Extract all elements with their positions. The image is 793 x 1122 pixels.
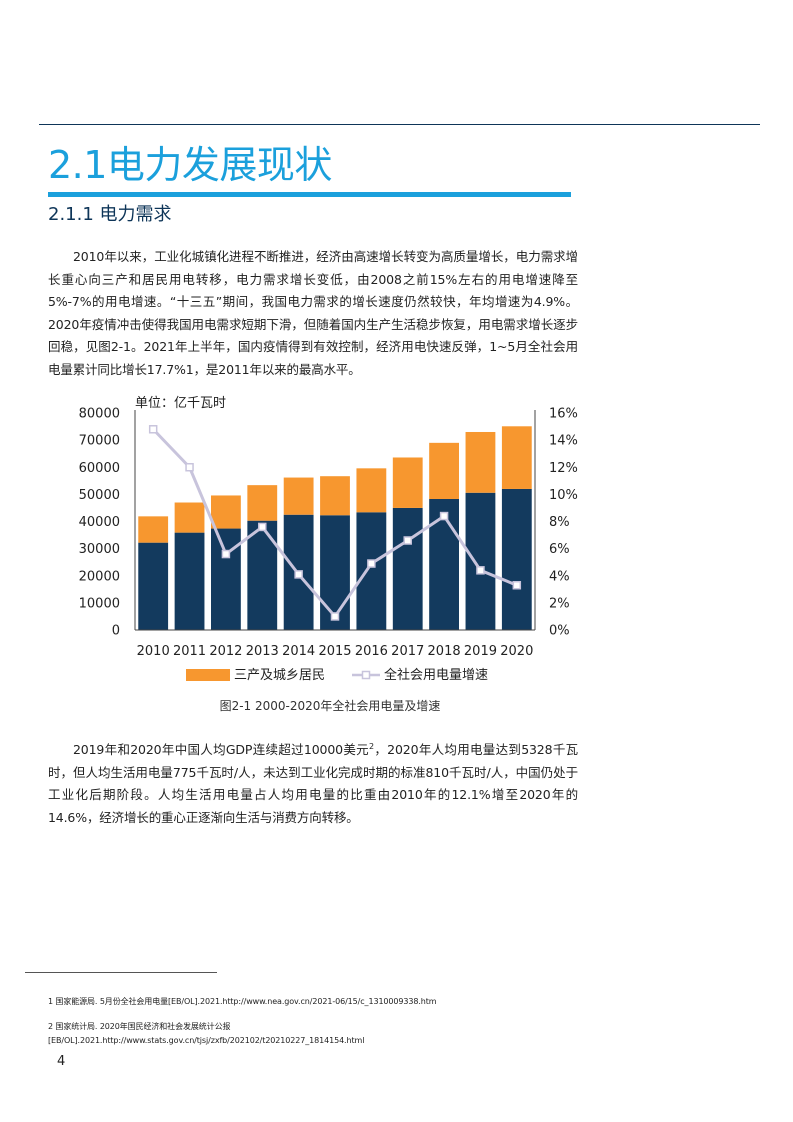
page-number: 4 <box>57 1054 66 1069</box>
left-tick-label: 30000 <box>79 542 120 557</box>
x-tick-label: 2018 <box>428 644 461 659</box>
x-tick-label: 2010 <box>137 644 170 659</box>
left-tick-label: 10000 <box>79 596 120 611</box>
bar-services-2010 <box>138 516 169 543</box>
bar-series <box>135 426 535 631</box>
footnote-2: 2 国家统计局. 2020年国民经济和社会发展统计公报 <box>48 1022 231 1031</box>
figure-caption: 图2-1 2000-2020年全社会用电量及增速 <box>219 699 441 713</box>
x-tick-label: 2020 <box>500 644 533 659</box>
bar-base-2016 <box>356 512 387 630</box>
bar-base-2011 <box>174 532 205 630</box>
right-tick-label: 12% <box>549 461 578 476</box>
bar-services-2018 <box>429 442 459 499</box>
left-tick-label: 20000 <box>79 569 120 584</box>
bar-services-2017 <box>392 457 423 508</box>
x-tick-label: 2012 <box>209 644 242 659</box>
bar-services-2013 <box>247 485 278 521</box>
subsection-title: 2.1.1 电力需求 <box>48 204 172 225</box>
growth-point-2017 <box>403 536 412 545</box>
growth-line-series <box>148 425 522 621</box>
electricity-chart: 0 10000 20000 30000 40000 50000 60000 70000 8000… <box>79 396 578 683</box>
bar-base-2017 <box>392 507 423 630</box>
legend-marker <box>361 670 371 680</box>
left-tick-label: 0 <box>112 624 120 639</box>
growth-point-2015 <box>330 612 340 621</box>
growth-point-2014 <box>294 570 303 579</box>
header-rule <box>39 124 760 125</box>
growth-point-2013 <box>258 522 267 532</box>
right-tick-label: 8% <box>549 515 570 530</box>
growth-point-2018 <box>439 511 449 521</box>
bar-services-2015 <box>320 476 350 516</box>
title-underline <box>48 192 571 197</box>
bar-base-2015 <box>320 515 350 630</box>
right-tick-label: 2% <box>549 596 570 611</box>
legend-label-growth: 全社会用电量增速 <box>384 667 488 683</box>
right-tick-label: 10% <box>549 488 578 503</box>
x-tick-label: 2016 <box>355 644 388 659</box>
bar-base-2010 <box>138 542 169 630</box>
bar-base-2013 <box>247 520 278 630</box>
bar-base-2012 <box>211 528 241 630</box>
x-tick-label: 2013 <box>246 644 279 659</box>
left-tick-label: 40000 <box>79 515 120 530</box>
right-tick-label: 0% <box>549 624 570 639</box>
left-tick-label: 50000 <box>79 488 120 503</box>
bar-base-2020 <box>501 488 532 630</box>
footnote-ref-2: 2 <box>368 742 374 751</box>
right-tick-label: 14% <box>549 434 578 449</box>
bar-services-2014 <box>283 477 314 515</box>
x-tick-label: 2011 <box>173 644 206 659</box>
section-title: 2.1电力发展现状 <box>48 143 332 187</box>
x-tick-label: 2014 <box>282 644 315 659</box>
bar-services-2019 <box>465 431 496 493</box>
growth-point-2020 <box>512 580 522 590</box>
footnote-2-url: [EB/OL].2021.http://www.stats.gov.cn/tjs… <box>48 1036 365 1045</box>
x-tick-label: 2019 <box>464 644 497 659</box>
x-axis: 2010 2011 2012 2013 2014 2015 2016 2017 2018 2019… <box>137 644 534 659</box>
bar-base-2019 <box>465 492 496 630</box>
growth-point-2019 <box>476 566 485 575</box>
right-tick-label: 16% <box>549 407 578 422</box>
right-axis: 0% 2% 4% 6% 8% 10% 12% 14% 16% <box>534 407 578 639</box>
left-tick-label: 70000 <box>79 434 120 449</box>
legend-label-services: 三产及城乡居民 <box>234 668 325 683</box>
left-axis: 0 10000 20000 30000 40000 50000 60000 70000 8000… <box>79 407 136 639</box>
legend-swatch-orange <box>186 669 230 681</box>
x-tick-label: 2017 <box>391 644 424 659</box>
paragraph-2: 2019年和2020年中国人均GDP连续超过10000美元2，2020年人均用电… <box>48 736 578 830</box>
paragraph-2-part-2: ，2020年人均用电量达到5328千瓦时，但人均生活用电量775千瓦时/人，未达… <box>48 742 578 825</box>
paragraph-2-part-1: 2019年和2020年中国人均GDP连续超过10000美元 <box>73 742 369 758</box>
growth-point-2012 <box>221 549 231 559</box>
bar-base-2018 <box>429 498 459 630</box>
left-tick-label: 60000 <box>79 461 120 476</box>
legend: 三产及城乡居民 全社会用电量增速 <box>186 667 488 683</box>
paragraph-1: 2010年以来，工业化城镇化进程不断推进，经济由高速增长转变为高质量增长，电力需… <box>48 249 578 377</box>
bar-services-2011 <box>174 502 205 533</box>
growth-point-2016 <box>367 559 376 568</box>
growth-point-2010 <box>148 425 158 434</box>
x-tick-label: 2015 <box>318 644 351 659</box>
footnote-1: 1 国家能源局. 5月份全社会用电量[EB/OL].2021.http://ww… <box>48 997 437 1006</box>
unit-label: 单位：亿千瓦时 <box>135 396 226 411</box>
bar-services-2020 <box>501 426 532 489</box>
right-tick-label: 4% <box>549 569 570 584</box>
right-tick-label: 6% <box>549 542 570 557</box>
bar-services-2016 <box>356 468 387 513</box>
footnote-rule <box>25 972 217 973</box>
left-tick-label: 80000 <box>79 407 120 422</box>
growth-point-2011 <box>185 463 194 472</box>
bar-services-2012 <box>211 495 241 529</box>
